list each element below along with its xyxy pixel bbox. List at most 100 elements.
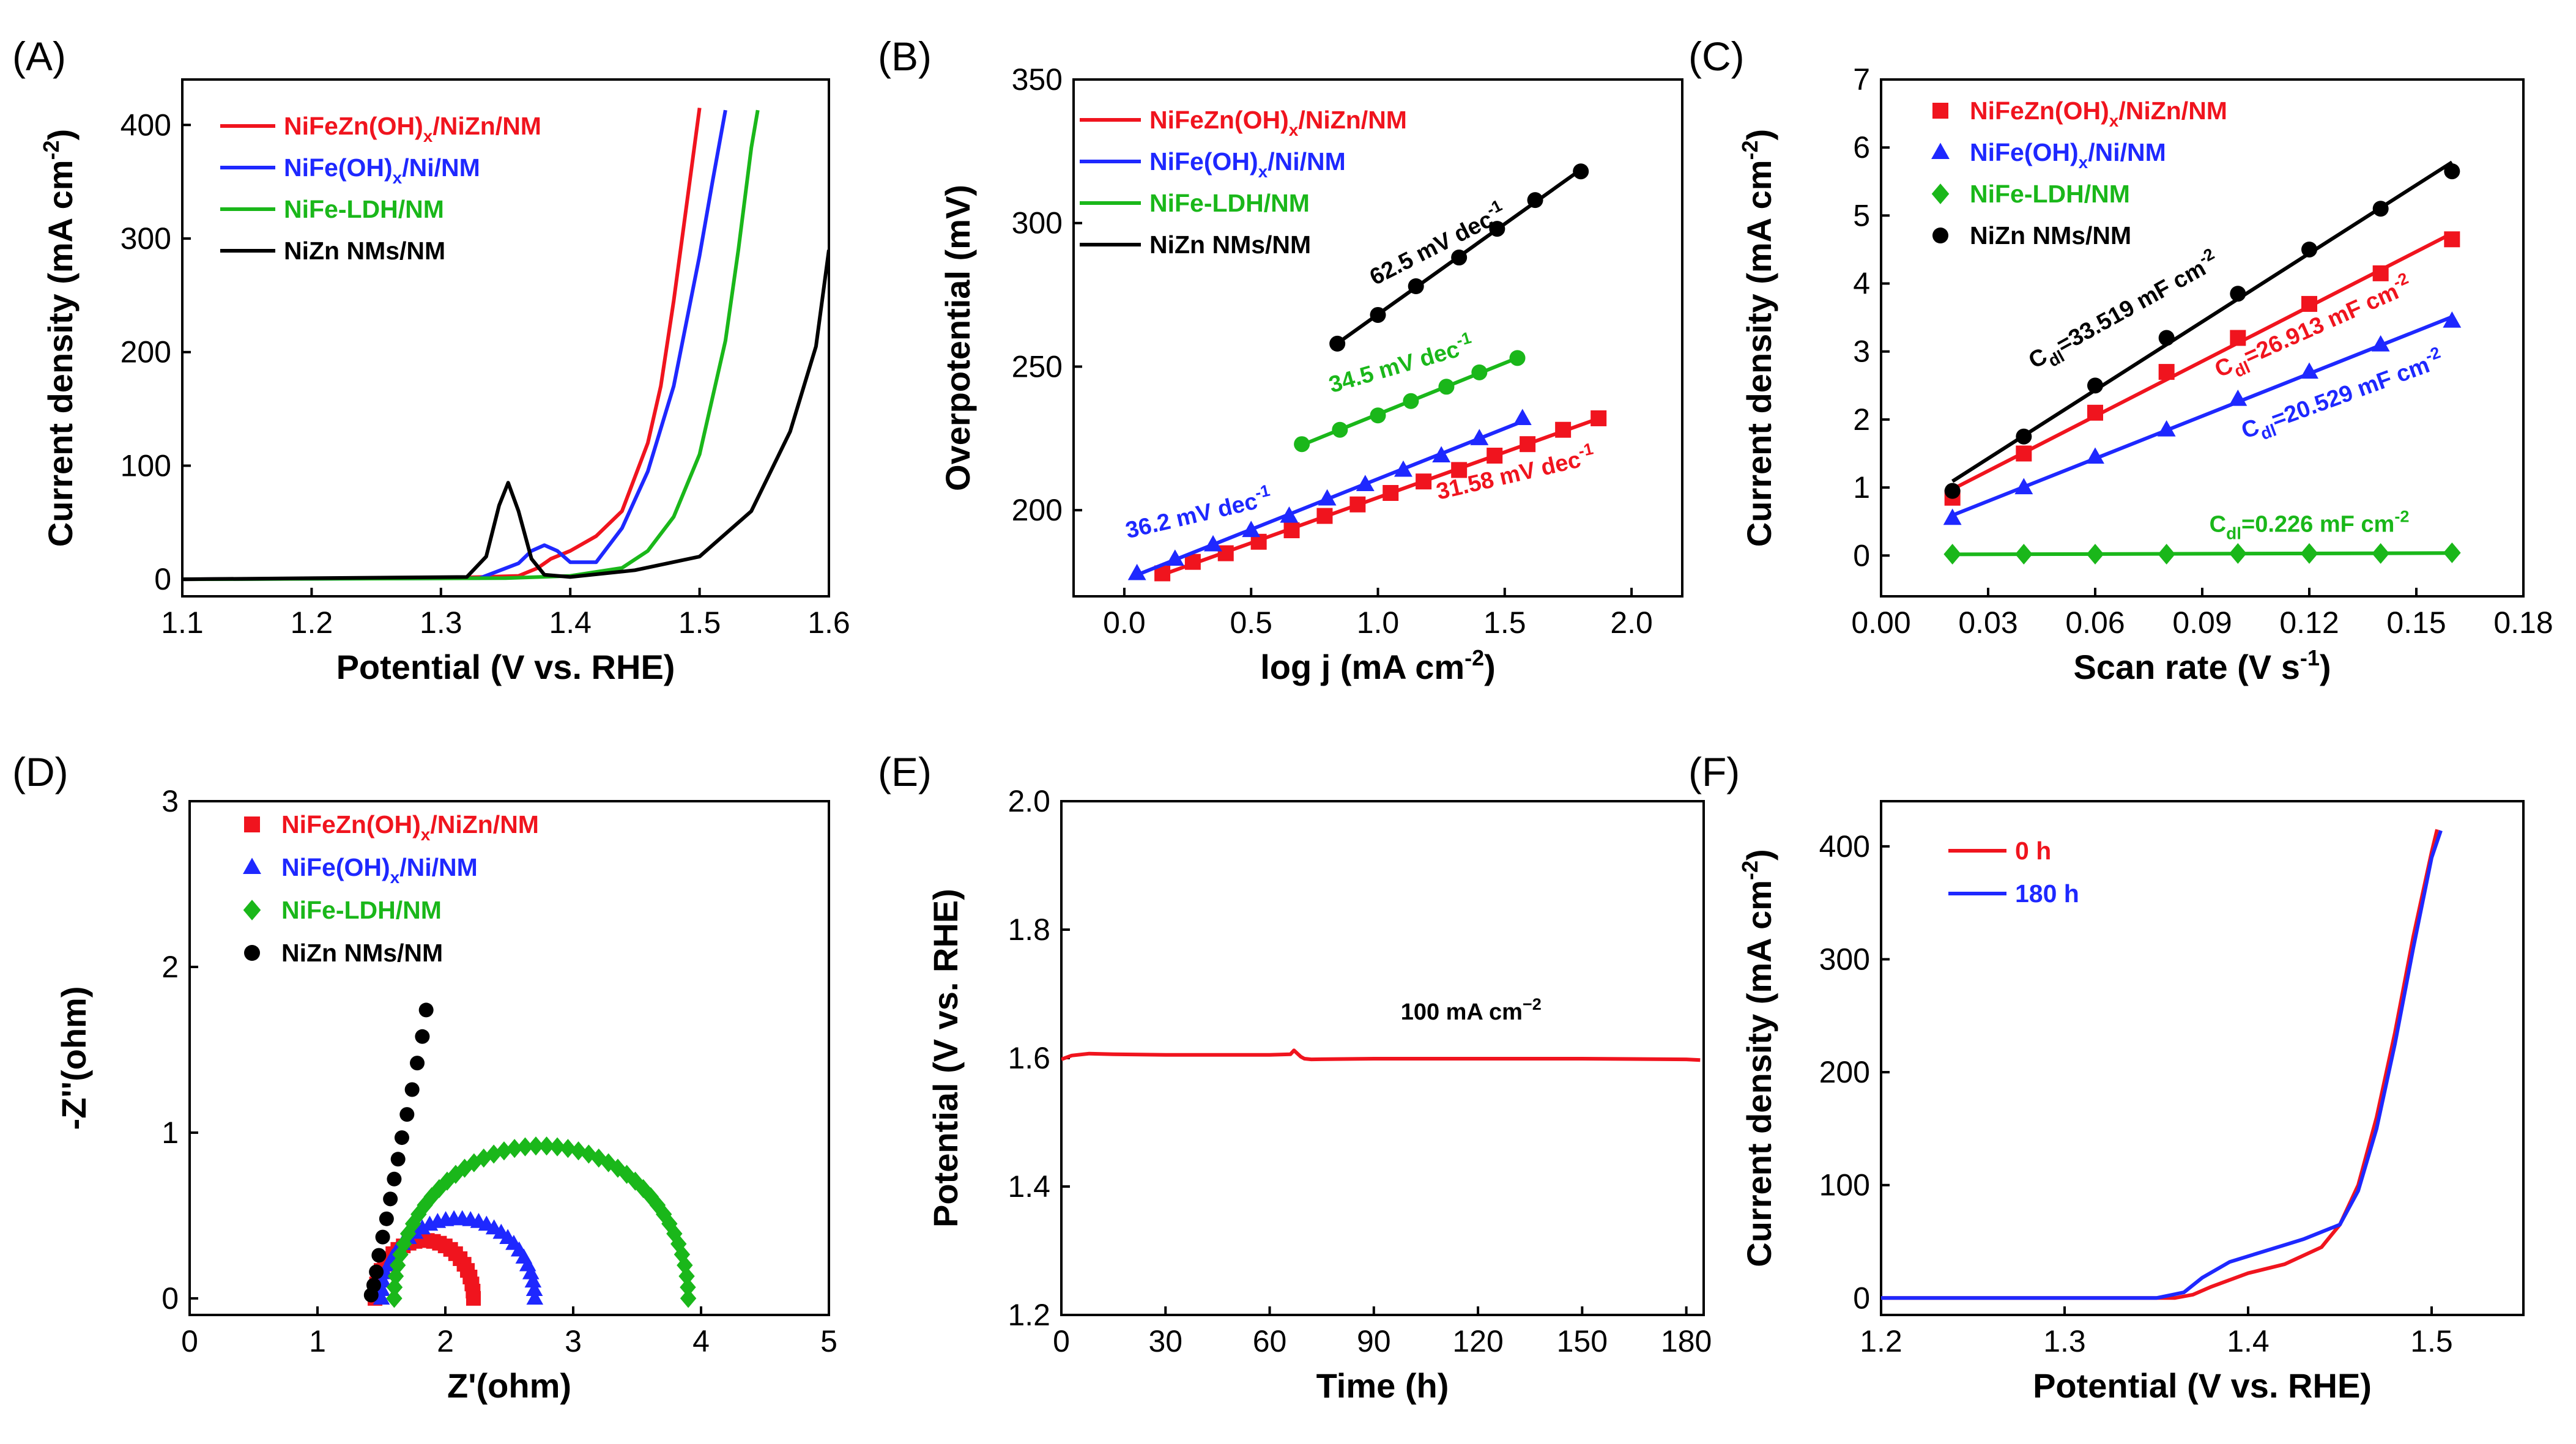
x-tick-label: 4 xyxy=(692,1324,710,1358)
data-point xyxy=(2300,362,2318,379)
data-point xyxy=(375,1229,390,1245)
data-point xyxy=(525,1281,543,1297)
data-point xyxy=(1329,335,1346,352)
data-point xyxy=(1944,483,1961,499)
data-point xyxy=(383,1191,398,1207)
data-point xyxy=(1394,460,1412,477)
series-line xyxy=(182,109,727,582)
legend-label-text: NiFe(OH) xyxy=(1149,147,1258,176)
legend-item: NiFe-LDH/NM xyxy=(243,896,442,924)
legend-swatch xyxy=(243,857,261,875)
y-axis-label-text: Current density (mA cm xyxy=(1740,160,1778,547)
data-point xyxy=(466,1290,481,1306)
annotation-rest: =0.226 mF cm xyxy=(2241,511,2394,537)
legend: 0 h 180 h xyxy=(1948,837,2079,908)
x-tick-label: 1.1 xyxy=(161,605,204,640)
data-point xyxy=(1943,508,1962,525)
x-tick-label: 1 xyxy=(309,1324,326,1358)
data-point xyxy=(2086,447,2104,464)
y-tick-label: 5 xyxy=(1853,198,1870,232)
legend-label: NiFe(OH)x/Ni/NM xyxy=(284,154,480,187)
data-point xyxy=(661,1214,678,1234)
legend-swatch xyxy=(1932,228,1948,243)
legend-swatch xyxy=(244,816,260,832)
y-axis-label-end: ) xyxy=(1740,849,1778,861)
y-axis-label-sup: -2 xyxy=(1737,861,1762,880)
legend-item: 180 h xyxy=(1948,879,2079,908)
data-point xyxy=(2158,544,2175,565)
x-tick-label: 0.09 xyxy=(2172,605,2232,640)
y-axis-label: Current density (mA cm-2) xyxy=(39,129,80,547)
legend-label: NiZn NMs/NM xyxy=(1149,231,1311,259)
x-tick-label: 0 xyxy=(181,1324,198,1358)
data-point xyxy=(1432,446,1451,463)
plot-area xyxy=(1127,163,1607,582)
legend-label-text: NiZn NMs/NM xyxy=(1149,231,1311,259)
x-tick-label: 1.3 xyxy=(420,605,462,640)
legend-label-text: NiFeZn(OH) xyxy=(1970,97,2109,125)
legend-item: 0 h xyxy=(1948,837,2051,865)
legend-label-text: 180 h xyxy=(2015,879,2079,908)
legend-label-sub: x xyxy=(421,825,431,844)
series-black xyxy=(1329,163,1589,352)
y-tick-label: 0 xyxy=(161,1281,179,1316)
y-tick-label: 1.2 xyxy=(1008,1298,1050,1332)
legend-item: NiFeZn(OH)x/NiZn/NM xyxy=(1932,97,2227,130)
plot-area xyxy=(1061,1048,1701,1062)
fit-line xyxy=(1951,231,2453,491)
x-axis-label: Potential (V vs. RHE) xyxy=(2033,1366,2372,1405)
plot-area xyxy=(363,1002,697,1308)
data-point xyxy=(2014,478,2033,495)
x-tick-label: 3 xyxy=(565,1324,582,1358)
data-point xyxy=(1318,489,1337,506)
data-point xyxy=(1471,364,1488,380)
y-tick-label: 1.6 xyxy=(1008,1041,1050,1075)
data-point xyxy=(627,1171,644,1191)
x-tick-label: 1.4 xyxy=(549,605,592,640)
x-tick-label: 0.5 xyxy=(1230,605,1272,640)
data-point xyxy=(1383,485,1399,501)
data-point xyxy=(560,1139,576,1158)
data-point xyxy=(1370,407,1386,424)
y-tick-label: 3 xyxy=(161,784,179,818)
y-tick-label: 100 xyxy=(1819,1168,1870,1202)
data-point xyxy=(1555,421,1572,438)
y-tick-label: 0 xyxy=(1853,1281,1870,1315)
data-point xyxy=(399,1107,415,1122)
legend-label-sub: x xyxy=(2109,111,2119,130)
annotation-sub: dl xyxy=(2226,524,2241,542)
data-point xyxy=(439,1171,456,1191)
y-tick-label: 1 xyxy=(1853,470,1870,505)
legend-label-rest: /NiZn/NM xyxy=(2118,97,2227,125)
data-point xyxy=(1356,475,1375,491)
legend-item: NiFeZn(OH)x/NiZn/NM xyxy=(1080,106,1407,139)
legend-label-text: NiFeZn(OH) xyxy=(284,112,423,140)
data-point xyxy=(2230,330,2246,346)
axes-frame xyxy=(181,78,830,598)
data-point xyxy=(1509,350,1526,366)
data-point xyxy=(1591,410,1607,426)
legend-item: NiFe(OH)x/Ni/NM xyxy=(243,853,478,887)
series-line xyxy=(1881,829,2439,1300)
plot-area xyxy=(1943,160,2462,565)
data-point xyxy=(2086,544,2104,565)
data-point xyxy=(417,1195,433,1215)
y-axis-label: Current density (mA cm-2) xyxy=(1737,849,1778,1267)
data-point xyxy=(642,1187,659,1207)
legend-label-sub: x xyxy=(393,168,403,187)
series-green xyxy=(1943,542,2461,565)
y-tick-label: 0 xyxy=(154,562,171,596)
x-tick-label: 1.5 xyxy=(678,605,721,640)
data-point xyxy=(1283,522,1300,539)
y-tick-label: 300 xyxy=(1012,206,1063,240)
series-line xyxy=(182,250,829,582)
data-point xyxy=(1438,379,1455,395)
data-point xyxy=(2229,389,2248,406)
y-axis-label: Overpotential (mV) xyxy=(938,185,977,491)
y-tick-label: 0 xyxy=(1853,538,1870,572)
data-point xyxy=(496,1141,513,1161)
y-tick-label: 350 xyxy=(1012,62,1063,97)
data-point xyxy=(1487,447,1503,464)
y-tick-label: 6 xyxy=(1853,130,1870,165)
series-black xyxy=(182,250,829,582)
